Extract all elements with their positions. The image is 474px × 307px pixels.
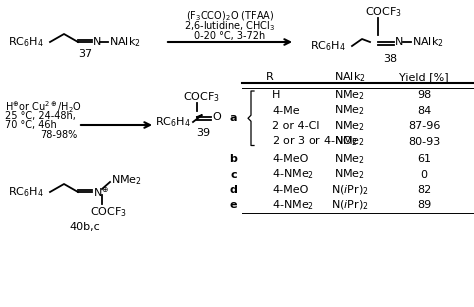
- Text: RC$_6$H$_4$: RC$_6$H$_4$: [155, 115, 191, 129]
- Text: COCF$_3$: COCF$_3$: [183, 90, 220, 104]
- Text: RC$_6$H$_4$: RC$_6$H$_4$: [8, 35, 44, 49]
- Text: 2,6-lutidine, CHCl$_3$: 2,6-lutidine, CHCl$_3$: [184, 19, 275, 33]
- Text: 0-20 °C, 3-72h: 0-20 °C, 3-72h: [194, 31, 265, 41]
- Text: N: N: [395, 37, 403, 47]
- Text: 37: 37: [78, 49, 92, 59]
- Text: 2 or 3 or 4-NO$_2$: 2 or 3 or 4-NO$_2$: [272, 134, 357, 148]
- Text: 40b,c: 40b,c: [70, 222, 100, 232]
- Text: COCF$_3$: COCF$_3$: [365, 5, 402, 19]
- Text: 80-93: 80-93: [408, 137, 440, 146]
- Text: NMe$_2$: NMe$_2$: [335, 103, 365, 117]
- Text: NMe$_2$: NMe$_2$: [335, 134, 365, 148]
- Text: 89: 89: [417, 200, 431, 211]
- Text: 87-96: 87-96: [408, 121, 440, 131]
- Text: b: b: [229, 154, 237, 164]
- Text: RC$_6$H$_4$: RC$_6$H$_4$: [8, 185, 44, 199]
- Text: O: O: [212, 112, 221, 122]
- Text: 39: 39: [196, 128, 210, 138]
- Text: 4-Me: 4-Me: [272, 106, 300, 115]
- Text: NMe$_2$: NMe$_2$: [335, 152, 365, 166]
- Text: H: H: [272, 90, 281, 100]
- Text: 0: 0: [420, 169, 428, 180]
- Text: Yield [%]: Yield [%]: [399, 72, 449, 82]
- Text: N($i$Pr)$_2$: N($i$Pr)$_2$: [331, 199, 369, 212]
- Text: 4-NMe$_2$: 4-NMe$_2$: [272, 168, 314, 181]
- Text: NMe$_2$: NMe$_2$: [111, 173, 142, 187]
- Text: 4-MeO: 4-MeO: [272, 185, 309, 195]
- Text: 82: 82: [417, 185, 431, 195]
- Text: NAlk$_2$: NAlk$_2$: [109, 35, 141, 49]
- Text: 2 or 4-Cl: 2 or 4-Cl: [272, 121, 319, 131]
- Text: NAlk$_2$: NAlk$_2$: [412, 35, 444, 49]
- Text: 25 °C, 24-48h,: 25 °C, 24-48h,: [5, 111, 76, 121]
- Text: 61: 61: [417, 154, 431, 164]
- Text: 84: 84: [417, 106, 431, 115]
- Text: 78-98%: 78-98%: [40, 130, 77, 140]
- Text: a: a: [229, 113, 237, 123]
- Text: N: N: [93, 37, 101, 47]
- Text: RC$_6$H$_4$: RC$_6$H$_4$: [310, 39, 346, 53]
- Text: 4-NMe$_2$: 4-NMe$_2$: [272, 199, 314, 212]
- Text: c: c: [230, 169, 237, 180]
- Text: NAlk$_2$: NAlk$_2$: [334, 70, 366, 84]
- Text: 98: 98: [417, 90, 431, 100]
- Text: COCF$_3$: COCF$_3$: [90, 205, 127, 219]
- Text: N($i$Pr)$_2$: N($i$Pr)$_2$: [331, 183, 369, 197]
- Text: d: d: [229, 185, 237, 195]
- Text: R: R: [266, 72, 274, 82]
- Text: e: e: [229, 200, 237, 211]
- Text: N$^{\oplus}$: N$^{\oplus}$: [93, 185, 109, 199]
- Text: (F$_3$CCO)$_2$O (TFAA): (F$_3$CCO)$_2$O (TFAA): [186, 9, 274, 23]
- Text: NMe$_2$: NMe$_2$: [335, 119, 365, 133]
- Text: NMe$_2$: NMe$_2$: [335, 168, 365, 181]
- Text: NMe$_2$: NMe$_2$: [335, 88, 365, 102]
- Text: 4-MeO: 4-MeO: [272, 154, 309, 164]
- Text: H$^{\oplus}$or Cu$^{2\oplus}$/H$_2$O: H$^{\oplus}$or Cu$^{2\oplus}$/H$_2$O: [5, 99, 82, 115]
- Text: 38: 38: [383, 54, 397, 64]
- Text: 70 °C, 46h: 70 °C, 46h: [5, 120, 57, 130]
